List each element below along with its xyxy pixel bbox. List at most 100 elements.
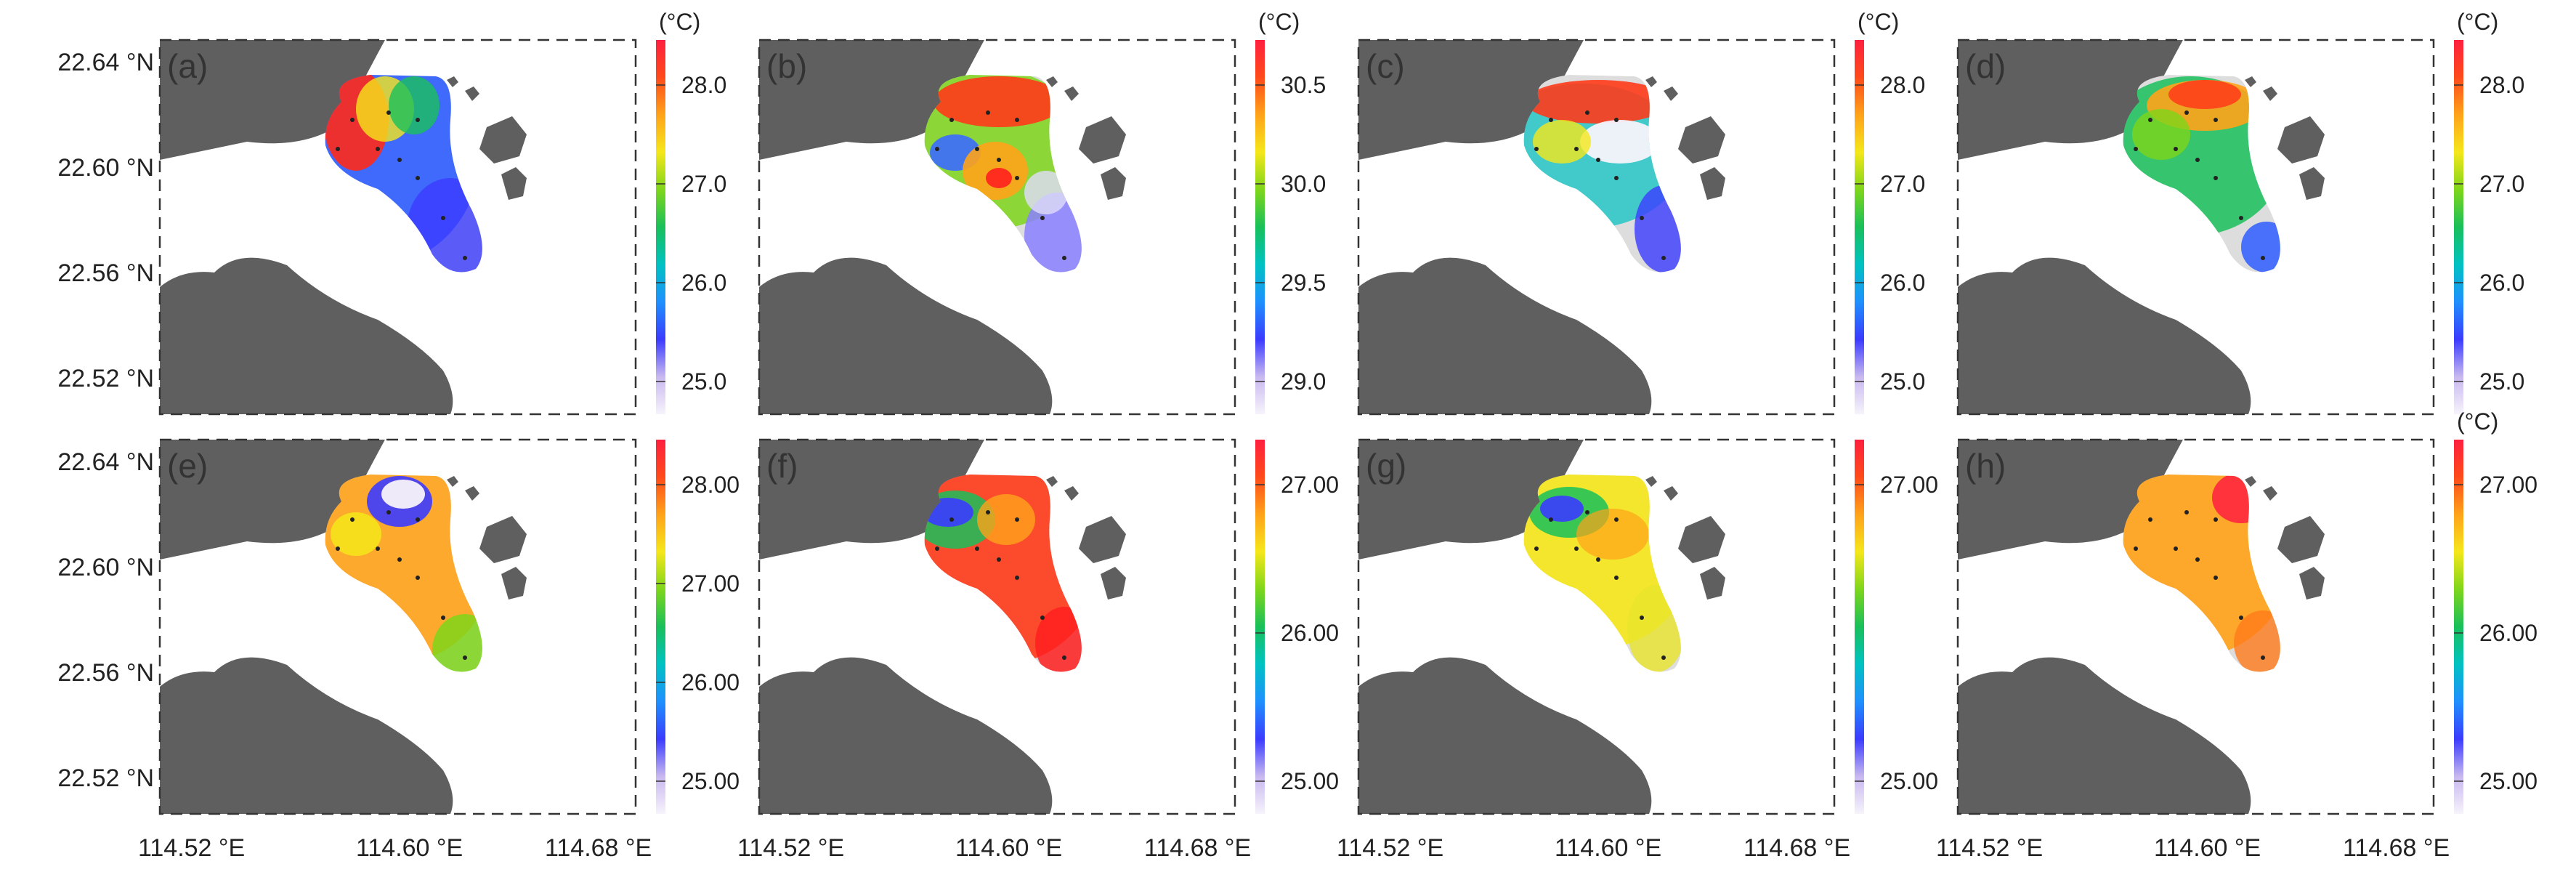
latitude-label: 22.52 °N — [57, 764, 154, 792]
island — [1101, 167, 1126, 200]
island — [1700, 567, 1725, 600]
panel-label: (a) — [167, 47, 208, 85]
sampling-station — [397, 158, 402, 162]
colorbar-tick-label: 28.0 — [1880, 72, 1925, 98]
longitude-label: 114.60 °E — [2154, 834, 2261, 862]
temperature-patch — [2212, 475, 2270, 523]
sampling-station — [2214, 176, 2218, 180]
sampling-station — [2184, 110, 2189, 115]
island — [1046, 476, 1058, 487]
sampling-station — [386, 110, 391, 115]
sampling-station — [2214, 118, 2218, 122]
sampling-station — [949, 517, 954, 522]
sampling-station — [1015, 517, 1019, 522]
colorbar-tick-label: 27.00 — [1281, 472, 1339, 498]
map-panel: (e) 28.00 27.00 26.00 25.00 — [158, 438, 740, 815]
colorbar-tick-label: 30.0 — [1281, 171, 1326, 197]
panel-label: (b) — [766, 47, 807, 85]
sampling-station — [441, 216, 445, 220]
sampling-station — [2261, 655, 2265, 660]
longitude-label: 114.68 °E — [2343, 834, 2450, 862]
sampling-station — [975, 147, 979, 151]
sampling-station — [416, 176, 420, 180]
colorbar-tick-label: 28.0 — [2479, 72, 2524, 98]
colorbar: 27.00 25.00 — [1855, 440, 1938, 814]
temperature-patch — [381, 480, 425, 509]
temperature-patch — [1024, 171, 1068, 214]
land-mass-south — [160, 657, 453, 814]
colorbar: (°C) 30.5 30.0 29.5 29.0 — [1255, 9, 1326, 414]
island — [465, 486, 479, 501]
island — [479, 516, 527, 563]
colorbar: 27.00 26.00 25.00 — [1255, 440, 1339, 814]
sampling-station — [997, 557, 1001, 562]
sampling-station — [1640, 216, 1644, 220]
colorbar-tick-label: 29.0 — [1281, 368, 1326, 395]
longitude-label: 114.60 °E — [955, 834, 1062, 862]
land-mass-south — [1358, 657, 1652, 814]
map-panel: (b) (°C) 30.5 30.0 29.5 29.0 — [758, 9, 1326, 416]
sampling-station — [949, 118, 954, 122]
sampling-station — [2148, 118, 2152, 122]
sampling-station — [997, 158, 1001, 162]
map-panel: (f) 27.00 26.00 25.00 — [758, 438, 1339, 815]
sampling-station — [1549, 118, 1553, 122]
sampling-station — [376, 147, 380, 151]
latitude-label: 22.64 °N — [57, 49, 154, 76]
sampling-station — [2239, 616, 2243, 620]
colorbar-scale — [656, 440, 665, 814]
island — [447, 76, 458, 87]
temperature-patch — [2241, 222, 2280, 273]
sampling-station — [386, 510, 391, 514]
sampling-station — [463, 655, 467, 660]
sampling-station — [1596, 158, 1600, 162]
panel-frame — [1357, 39, 1836, 416]
colorbar-scale — [1255, 40, 1265, 414]
island — [1064, 486, 1079, 501]
panel-frame — [158, 438, 637, 815]
sampling-station — [463, 256, 467, 260]
land-mass-south — [1358, 257, 1652, 414]
land-mass-south — [759, 257, 1053, 414]
colorbar-scale — [1855, 40, 1864, 414]
colorbar-tick-label: 29.5 — [1281, 270, 1326, 296]
colorbar-tick-label: 25.00 — [681, 768, 740, 794]
colorbar-scale — [2454, 440, 2463, 814]
temperature-patch — [1627, 585, 1681, 672]
sampling-station — [416, 576, 420, 580]
island — [501, 567, 527, 600]
temperature-patch — [2132, 109, 2190, 160]
sampling-station — [2134, 147, 2138, 151]
temperature-patch — [1580, 120, 1660, 164]
latitude-label: 22.60 °N — [57, 154, 154, 182]
axis-labels: 22.64 °N 22.60 °N 22.56 °N 22.52 °N 22.64 °N… — [57, 49, 2450, 862]
sampling-station — [1661, 655, 1666, 660]
sampling-station — [1574, 546, 1579, 551]
map-panel: (d) (°C) 28.0 27.0 26.0 25.0 — [1956, 9, 2524, 416]
longitude-label: 114.60 °E — [356, 834, 463, 862]
island — [1101, 567, 1126, 600]
island — [1678, 516, 1725, 563]
island — [1700, 167, 1725, 200]
longitude-label: 114.68 °E — [1743, 834, 1850, 862]
colorbar-tick-label: 27.0 — [681, 171, 726, 197]
colorbar-tick-label: 28.00 — [681, 472, 740, 498]
sampling-station — [2184, 510, 2189, 514]
island — [1678, 116, 1725, 164]
sampling-station — [986, 110, 990, 115]
longitude-label: 114.68 °E — [1144, 834, 1251, 862]
longitude-label: 114.68 °E — [545, 834, 652, 862]
colorbar-tick-label: 27.00 — [2479, 472, 2537, 498]
latitude-label: 22.56 °N — [57, 259, 154, 287]
sampling-station — [1015, 118, 1019, 122]
colorbar-tick-label: 27.0 — [1880, 171, 1925, 197]
colorbar: (°C) 28.0 27.0 26.0 25.0 — [2454, 9, 2524, 414]
temperature-patch — [1576, 509, 1649, 560]
temperature-patch — [2234, 610, 2280, 672]
sampling-station — [336, 546, 340, 551]
sampling-station — [1585, 110, 1589, 115]
colorbar-tick-label: 26.0 — [681, 270, 726, 296]
island — [1664, 86, 1678, 101]
sampling-station — [1534, 546, 1539, 551]
